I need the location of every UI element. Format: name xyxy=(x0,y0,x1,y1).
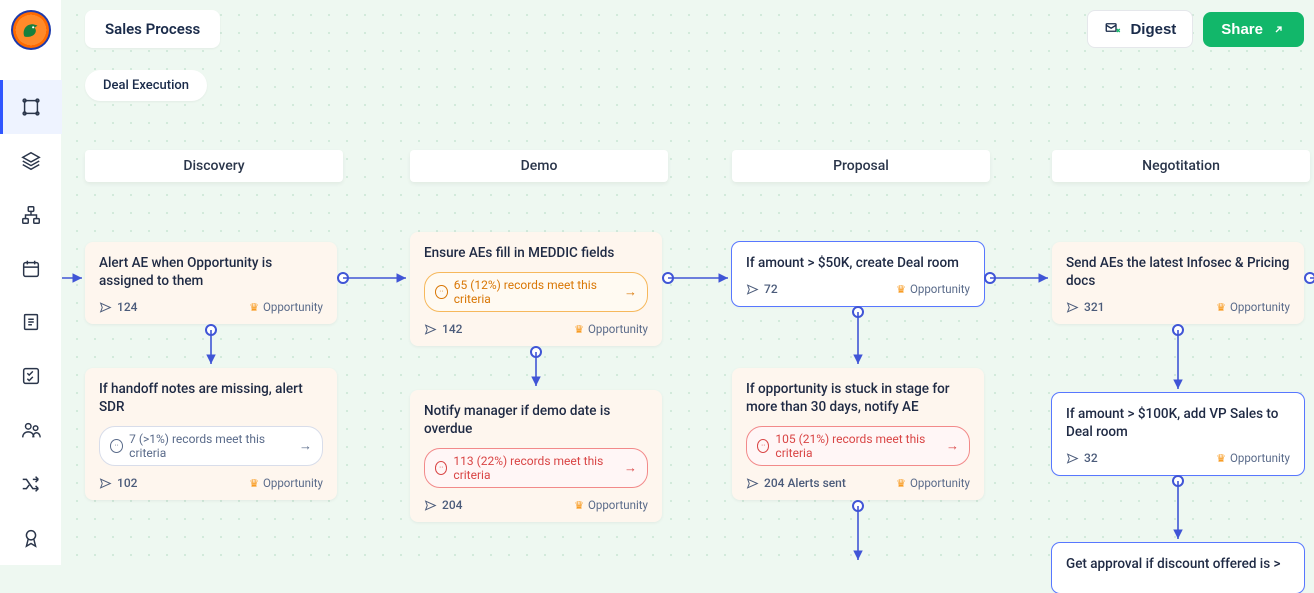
card-metric: 102 xyxy=(99,476,137,490)
card-tag: ♛Opportunity xyxy=(574,498,648,512)
face-icon: ·· xyxy=(435,285,448,299)
card-metric: 204 Alerts sent xyxy=(746,476,846,490)
face-icon: ·· xyxy=(110,439,123,453)
flow-card[interactable]: If amount > $100K, add VP Sales to Deal … xyxy=(1052,393,1304,475)
card-footer: 142 ♛Opportunity xyxy=(424,322,648,336)
card-tag: ♛Opportunity xyxy=(1216,300,1290,314)
flow-card[interactable]: If amount > $50K, create Deal room 72 ♛Opp… xyxy=(732,242,984,306)
card-title: If opportunity is stuck in stage for mor… xyxy=(746,380,970,416)
share-button[interactable]: Share xyxy=(1203,12,1304,47)
face-icon: ·· xyxy=(435,461,447,475)
sidebar-item-canvas[interactable] xyxy=(0,80,62,134)
crown-icon: ♛ xyxy=(574,323,584,336)
card-footer: 32 ♛Opportunity xyxy=(1066,451,1290,465)
card-title: Notify manager if demo date is overdue xyxy=(424,402,648,438)
flow-card[interactable]: Get approval if discount offered is > xyxy=(1052,543,1304,593)
face-icon: ·· xyxy=(757,439,769,453)
sidebar-item-hierarchy[interactable] xyxy=(0,188,62,242)
card-metric: 204 xyxy=(424,498,462,512)
card-metric: 321 xyxy=(1066,300,1104,314)
flow-canvas[interactable]: Discovery Demo Proposal Negotitation Alert … xyxy=(62,0,1314,565)
app-logo[interactable] xyxy=(11,10,51,50)
card-title: If handoff notes are missing, alert SDR xyxy=(99,380,323,416)
sidebar-item-layers[interactable] xyxy=(0,134,62,188)
card-title: Send AEs the latest Infosec & Pricing do… xyxy=(1066,254,1290,290)
flow-card[interactable]: If opportunity is stuck in stage for mor… xyxy=(732,368,984,500)
card-title: Get approval if discount offered is > xyxy=(1066,555,1290,573)
page-title: Sales Process xyxy=(85,10,220,48)
send-icon xyxy=(1066,452,1079,465)
flow-card[interactable]: Notify manager if demo date is overdue ··… xyxy=(410,390,662,522)
crown-icon: ♛ xyxy=(1216,452,1226,465)
send-icon xyxy=(1066,301,1079,314)
card-tag: ♛Opportunity xyxy=(896,282,970,296)
sidebar-item-checklist[interactable] xyxy=(0,349,62,403)
arrow-right-icon: → xyxy=(946,438,959,454)
flow-card[interactable]: Ensure AEs fill in MEDDIC fields ··65 (12… xyxy=(410,232,662,346)
send-icon xyxy=(424,323,437,336)
crown-icon: ♛ xyxy=(896,283,906,296)
digest-button[interactable]: Digest xyxy=(1087,10,1193,48)
card-title: If amount > $50K, create Deal room xyxy=(746,254,970,272)
card-metric: 124 xyxy=(99,300,137,314)
criteria-pill[interactable]: ··65 (12%) records meet this criteria→ xyxy=(424,272,648,312)
card-tag: ♛Opportunity xyxy=(574,322,648,336)
send-icon xyxy=(746,477,759,490)
crown-icon: ♛ xyxy=(249,477,259,490)
sidebar-item-team[interactable] xyxy=(0,403,62,457)
sidebar-item-badge[interactable] xyxy=(0,511,62,565)
flow-card[interactable]: Alert AE when Opportunity is assigned to… xyxy=(85,242,337,324)
criteria-pill[interactable]: ··105 (21%) records meet this criteria→ xyxy=(746,426,970,466)
card-title: If amount > $100K, add VP Sales to Deal … xyxy=(1066,405,1290,441)
crown-icon: ♛ xyxy=(896,477,906,490)
criteria-pill[interactable]: ··7 (>1%) records meet this criteria→ xyxy=(99,426,323,466)
flow-card[interactable]: If handoff notes are missing, alert SDR ·… xyxy=(85,368,337,500)
card-footer: 321 ♛Opportunity xyxy=(1066,300,1290,314)
card-footer: 204 Alerts sent ♛Opportunity xyxy=(746,476,970,490)
arrow-right-icon: → xyxy=(624,460,637,476)
arrow-right-icon: → xyxy=(624,284,637,300)
digest-icon xyxy=(1104,20,1122,38)
sidebar-item-shuffle[interactable] xyxy=(0,457,62,511)
card-footer: 102 ♛Opportunity xyxy=(99,476,323,490)
stage-header-negotiation: Negotitation xyxy=(1052,150,1310,182)
crown-icon: ♛ xyxy=(574,499,584,512)
card-footer: 204 ♛Opportunity xyxy=(424,498,648,512)
card-metric: 32 xyxy=(1066,451,1098,465)
flow-card[interactable]: Send AEs the latest Infosec & Pricing do… xyxy=(1052,242,1304,324)
send-icon xyxy=(746,283,759,296)
send-icon xyxy=(99,477,112,490)
stage-header-discovery: Discovery xyxy=(85,150,343,182)
card-metric: 142 xyxy=(424,322,462,336)
card-title: Alert AE when Opportunity is assigned to… xyxy=(99,254,323,290)
card-tag: ♛Opportunity xyxy=(249,300,323,314)
sidebar xyxy=(0,0,62,565)
stage-header-proposal: Proposal xyxy=(732,150,990,182)
card-tag: ♛Opportunity xyxy=(1216,451,1290,465)
arrow-right-icon: → xyxy=(299,438,312,454)
sidebar-item-calendar[interactable] xyxy=(0,242,62,296)
send-icon xyxy=(424,499,437,512)
sub-title: Deal Execution xyxy=(85,70,207,101)
card-title: Ensure AEs fill in MEDDIC fields xyxy=(424,244,648,262)
card-footer: 72 ♛Opportunity xyxy=(746,282,970,296)
crown-icon: ♛ xyxy=(249,301,259,314)
crown-icon: ♛ xyxy=(1216,301,1226,314)
topbar: Sales Process Digest Share xyxy=(85,10,1304,48)
share-arrow-icon xyxy=(1271,22,1286,37)
card-footer: 124 ♛Opportunity xyxy=(99,300,323,314)
sidebar-item-notes[interactable] xyxy=(0,296,62,350)
criteria-pill[interactable]: ··113 (22%) records meet this criteria→ xyxy=(424,448,648,488)
card-tag: ♛Opportunity xyxy=(896,476,970,490)
stage-header-demo: Demo xyxy=(410,150,668,182)
send-icon xyxy=(99,301,112,314)
card-tag: ♛Opportunity xyxy=(249,476,323,490)
card-metric: 72 xyxy=(746,282,778,296)
